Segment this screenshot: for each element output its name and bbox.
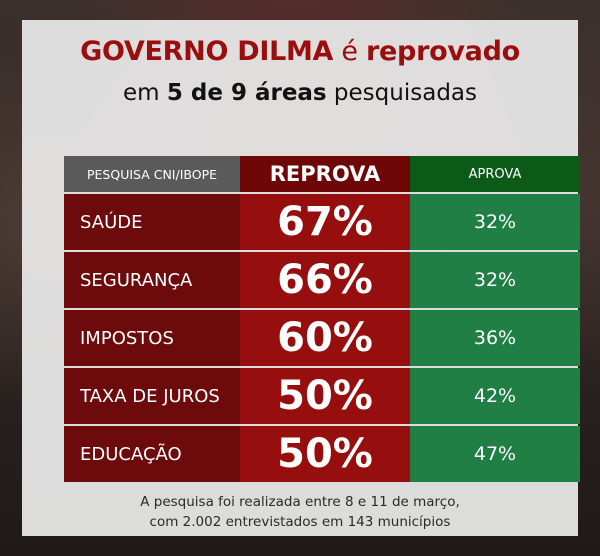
- header-source: PESQUISA CNI/IBOPE: [64, 156, 240, 192]
- note-line-2: com 2.002 entrevistados em 143 município…: [149, 514, 451, 530]
- reprova-value: 66%: [240, 252, 410, 308]
- table-row: EDUCAÇÃO 50% 47%: [64, 426, 580, 482]
- subheadline: em 5 de 9 áreas pesquisadas: [22, 80, 578, 106]
- aprova-value: 32%: [410, 252, 580, 308]
- aprova-value: 42%: [410, 368, 580, 424]
- area-label: EDUCAÇÃO: [64, 426, 240, 482]
- area-label: IMPOSTOS: [64, 310, 240, 366]
- methodology-note: A pesquisa foi realizada entre 8 e 11 de…: [22, 492, 578, 532]
- note-line-1: A pesquisa foi realizada entre 8 e 11 de…: [140, 494, 460, 510]
- table-row: TAXA DE JUROS 50% 42%: [64, 368, 580, 424]
- headline-result: reprovado: [366, 36, 520, 67]
- header-reprova: REPROVA: [240, 156, 410, 192]
- aprova-value: 36%: [410, 310, 580, 366]
- headline-subject: GOVERNO DILMA: [80, 36, 334, 67]
- infographic-card: GOVERNO DILMA é reprovado em 5 de 9 área…: [22, 20, 580, 536]
- area-label: SEGURANÇA: [64, 252, 240, 308]
- subheadline-suffix: pesquisadas: [326, 80, 477, 106]
- table-row: SAÚDE 67% 32%: [64, 194, 580, 250]
- reprova-value: 60%: [240, 310, 410, 366]
- aprova-value: 47%: [410, 426, 580, 482]
- reprova-value: 50%: [240, 426, 410, 482]
- table-row: SEGURANÇA 66% 32%: [64, 252, 580, 308]
- reprova-value: 67%: [240, 194, 410, 250]
- reprova-value: 50%: [240, 368, 410, 424]
- headline-verb: é: [333, 36, 367, 67]
- headline: GOVERNO DILMA é reprovado: [22, 36, 578, 67]
- subheadline-count: 5 de 9 áreas: [166, 80, 327, 106]
- aprova-value: 32%: [410, 194, 580, 250]
- table-row: IMPOSTOS 60% 36%: [64, 310, 580, 366]
- area-label: SAÚDE: [64, 194, 240, 250]
- area-label: TAXA DE JUROS: [64, 368, 240, 424]
- subheadline-prefix: em: [122, 80, 167, 106]
- header-aprova: APROVA: [410, 156, 580, 192]
